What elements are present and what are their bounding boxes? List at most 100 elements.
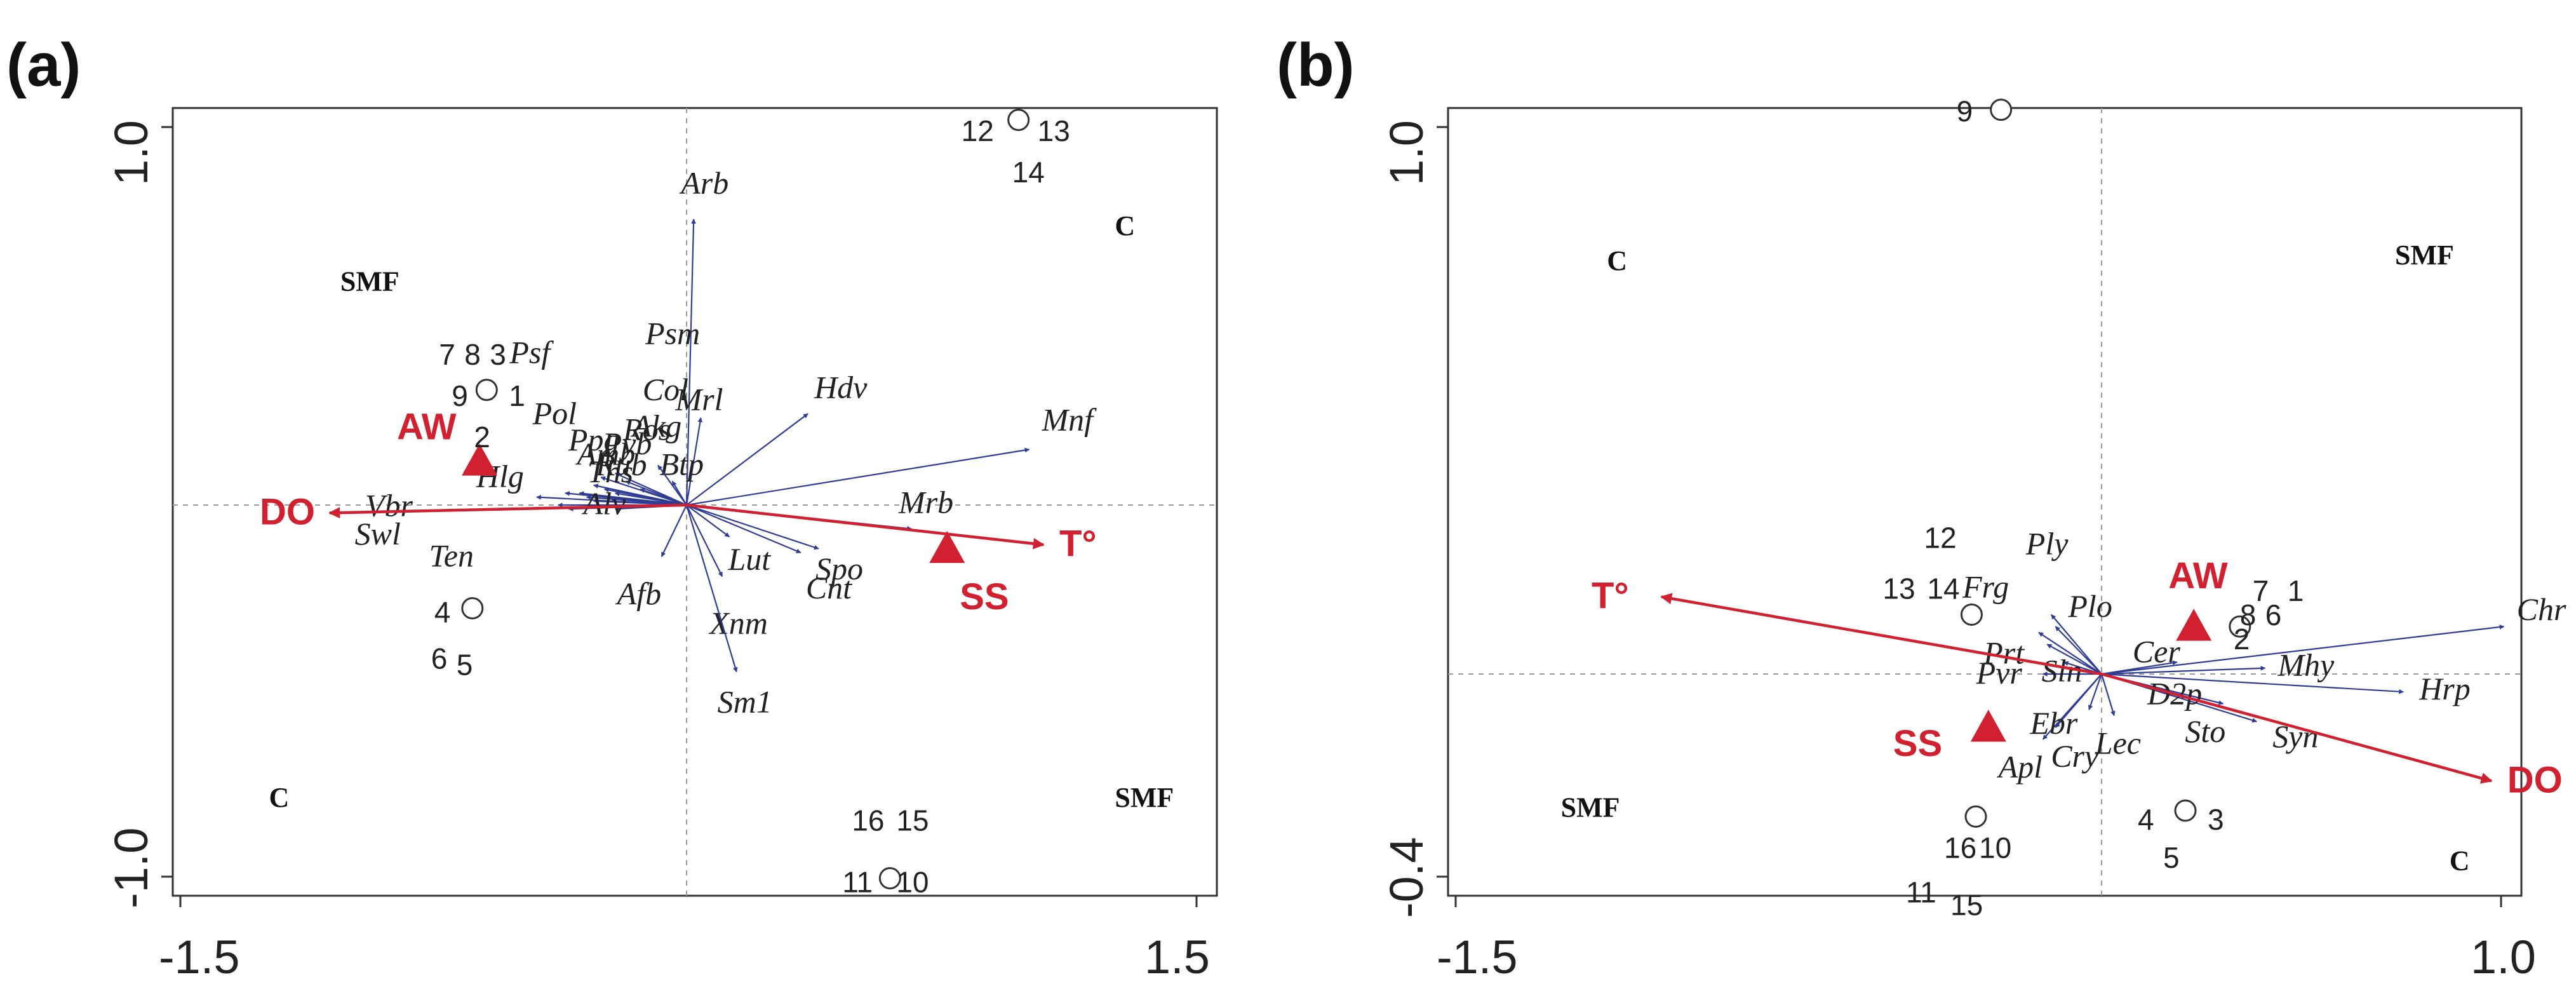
env-point-aw-a <box>462 443 498 476</box>
species-label-col-a: Col <box>643 372 688 407</box>
y-min-tick-b: -0.4 <box>1380 837 1433 918</box>
y-min-tick-a: -1.0 <box>105 827 158 908</box>
species-label-arb-a: Arb <box>679 165 728 201</box>
site-marker-b-5 <box>1964 805 1987 828</box>
panel-label-b: (b) <box>1277 31 1355 99</box>
species-arrow-cer-b <box>2101 660 2178 675</box>
species-label-spo-a: Spo <box>815 551 863 586</box>
zone-label-c-a-2: C <box>269 782 289 813</box>
site-marker-b-2 <box>1960 604 1983 626</box>
species-label-apl-b: Apl <box>1997 749 2043 785</box>
env-arrow-label-t-a: T° <box>1059 523 1097 565</box>
species-arrow-hlg-a <box>565 491 687 506</box>
species-arrow-ply-b <box>2050 614 2102 675</box>
species-label-frg-b: Frg <box>1962 569 2009 605</box>
site-label-4-a: 4 <box>434 596 451 629</box>
species-arrow-psm-a <box>600 476 687 506</box>
site-label-16-b: 16 <box>1944 831 1976 864</box>
site-label-11-a: 11 <box>842 866 873 899</box>
species-arrow-xnm-a <box>686 504 723 577</box>
env-arrow-do-a <box>328 503 687 519</box>
species-label-ths-a: Ths <box>587 454 633 489</box>
site-label-6-a: 6 <box>431 642 448 675</box>
species-arrow-cnt-a <box>686 504 802 554</box>
species-arrow-arb-a <box>685 219 696 506</box>
site-label-15-a: 15 <box>896 804 929 837</box>
species-label-ten-a: Ten <box>429 537 474 573</box>
species-label-mrl-a: Mrl <box>674 382 723 417</box>
site-label-1-a: 1 <box>509 379 525 412</box>
species-label-btp-a: Btp <box>660 447 704 482</box>
site-marker-a-2 <box>475 379 498 401</box>
species-arrow-prt-b <box>2046 644 2102 675</box>
env-arrow-t-a <box>686 503 1045 550</box>
species-label-cry-b: Cry <box>2051 738 2099 774</box>
site-label-1-b: 1 <box>2288 574 2304 607</box>
site-label-9-a: 9 <box>452 379 468 412</box>
site-label-14-b: 14 <box>1927 572 1959 605</box>
species-label-hrp-b: Hrp <box>2418 671 2471 706</box>
y-max-tick-a: 1.0 <box>105 120 158 185</box>
env-point-aw-b <box>2176 609 2212 641</box>
species-label-pol-a: Pol <box>532 396 577 431</box>
species-arrow-chr-b <box>2101 624 2505 675</box>
species-label-alv-a: Alv <box>582 485 626 521</box>
species-label-sm1-a: Sm1 <box>718 684 772 720</box>
site-label-13-a: 13 <box>1038 114 1070 147</box>
site-label-2-a: 2 <box>474 421 490 454</box>
panel-label-a: (a) <box>6 31 81 99</box>
site-label-5-a: 5 <box>457 649 473 682</box>
species-label-psf-a: Psf <box>509 334 554 370</box>
site-marker-a-3 <box>461 597 484 619</box>
species-arrow-hrp-b <box>2101 673 2404 694</box>
species-label-vbr-a: Vbr <box>365 488 413 523</box>
zone-label-c-b-3: C <box>2450 846 2470 877</box>
species-label-prt-b: Prt <box>1983 635 2025 670</box>
species-label-ply-b: Ply <box>2025 526 2069 562</box>
site-label-4-b: 4 <box>2138 803 2154 836</box>
zone-label-smf-a-0: SMF <box>340 266 399 297</box>
species-arrow-vbr-a <box>536 495 687 506</box>
site-label-9-b: 9 <box>1957 95 1973 128</box>
species-label-ros-a: Ros <box>622 412 671 447</box>
env-point-ss-a <box>929 530 965 563</box>
env-arrow-label-do-a: DO <box>260 492 315 533</box>
plot-frame-b <box>1447 107 2523 897</box>
species-arrow-mhy-b <box>2101 666 2266 675</box>
species-label-swl-a: Swl <box>355 516 401 551</box>
site-label-8-b: 8 <box>2240 598 2257 631</box>
site-label-10-b: 10 <box>1979 831 2011 864</box>
species-label-pyb-a: Pyb <box>602 426 652 461</box>
species-label-plo-b: Plo <box>2067 588 2112 624</box>
site-label-7-a: 7 <box>439 338 455 371</box>
zone-label-smf-b-2: SMF <box>1561 792 1620 823</box>
site-label-12-a: 12 <box>962 114 994 147</box>
env-point-label-aw-a: AW <box>397 406 457 447</box>
species-label-ppg-a: Ppg <box>568 422 620 457</box>
species-arrow-lut-a <box>686 504 730 537</box>
species-arrow-lec-b <box>2100 673 2116 717</box>
species-arrow-ebr-b <box>2055 673 2102 728</box>
site-marker-b-4 <box>2174 799 2197 822</box>
species-arrow-frg-b <box>2038 631 2102 675</box>
species-label-sto-b: Sto <box>2185 713 2225 749</box>
x-min-tick-a: -1.5 <box>159 931 240 983</box>
site-label-14-a: 14 <box>1012 156 1045 189</box>
env-point-label-ss-a: SS <box>960 576 1009 617</box>
species-label-lec-b: Lec <box>2095 725 2141 760</box>
y-max-tick-b: 1.0 <box>1380 120 1433 185</box>
species-label-amb-a: Amb <box>575 436 636 471</box>
env-arrow-label-t-b: T° <box>1592 575 1629 616</box>
species-label-pvr-b: Pvr <box>1976 655 2023 691</box>
site-label-7-b: 7 <box>2253 574 2269 607</box>
species-arrow-spo-a <box>686 504 819 550</box>
species-label-cnt-a: Cnt <box>806 570 852 605</box>
species-label-cer-b: Cer <box>2133 633 2181 669</box>
site-label-16-a: 16 <box>852 804 884 837</box>
species-label-mrb-a: Mrb <box>898 485 953 520</box>
site-label-11-b: 11 <box>1906 875 1936 908</box>
plot-frame-a <box>171 107 1218 897</box>
site-marker-a-1 <box>1007 109 1030 132</box>
species-arrow-ros-a <box>657 464 687 506</box>
